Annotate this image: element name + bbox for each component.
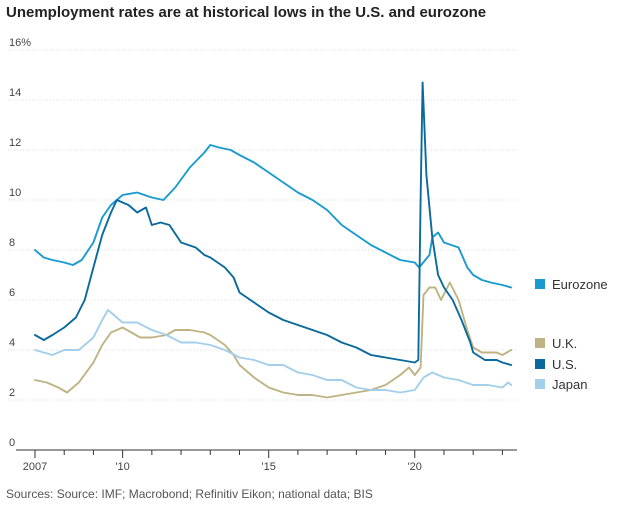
y-tick-label: 0 <box>9 437 15 449</box>
series-line-japan <box>34 309 513 394</box>
y-tick-label: 2 <box>9 387 15 399</box>
gridlines <box>8 49 517 451</box>
x-tick-label: '10 <box>115 461 129 473</box>
legend-swatch-uk <box>535 338 545 348</box>
y-tick-label: 10 <box>9 187 21 199</box>
legend-swatch-us <box>535 359 545 369</box>
x-tick-label: '15 <box>262 461 276 473</box>
x-axis-ticks: 2007 '10 '15 '20 <box>23 450 503 473</box>
y-tick-label: 12 <box>9 137 21 149</box>
series-lines <box>34 81 513 399</box>
y-tick-label: 16% <box>9 37 31 49</box>
legend-swatch-eurozone <box>535 279 545 289</box>
y-axis-ticks: 0 2 4 6 8 10 12 14 16% <box>9 37 31 449</box>
y-tick-label: 14 <box>9 87 21 99</box>
legend: Eurozone U.K. U.S. Japan <box>535 277 608 392</box>
source-note: Sources: Source: IMF; Macrobond; Refinit… <box>6 487 373 501</box>
y-tick-label: 8 <box>9 237 15 249</box>
y-tick-label: 6 <box>9 287 15 299</box>
legend-swatch-japan <box>535 379 545 389</box>
chart-title: Unemployment rates are at historical low… <box>6 4 486 21</box>
x-tick-label: '20 <box>408 461 422 473</box>
y-tick-label: 4 <box>9 337 15 349</box>
legend-label-eurozone: Eurozone <box>552 277 608 292</box>
series-line-uk <box>34 281 513 399</box>
legend-label-us: U.S. <box>552 357 577 372</box>
series-line-eurozone <box>34 144 513 289</box>
legend-label-japan: Japan <box>552 377 587 392</box>
legend-label-uk: U.K. <box>552 336 577 351</box>
x-tick-label: 2007 <box>23 461 47 473</box>
series-line-us <box>34 81 513 366</box>
